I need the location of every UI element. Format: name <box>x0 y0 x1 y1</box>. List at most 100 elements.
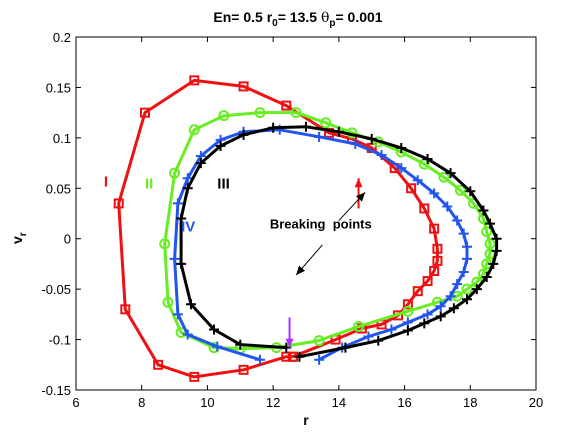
series-layer <box>113 75 502 382</box>
data-point <box>172 198 183 209</box>
data-point <box>422 154 433 165</box>
x-tick-label: 10 <box>200 395 214 410</box>
data-point <box>465 186 476 197</box>
data-point <box>176 213 187 224</box>
series-IV <box>169 124 472 365</box>
data-point <box>290 107 302 119</box>
data-point <box>314 131 325 142</box>
data-point <box>484 238 496 250</box>
data-point <box>481 272 492 283</box>
data-point <box>113 198 124 209</box>
data-point <box>301 121 311 132</box>
data-point <box>188 124 200 136</box>
data-point <box>478 205 489 216</box>
data-point <box>238 364 249 375</box>
data-point <box>386 324 397 335</box>
data-point <box>458 266 469 277</box>
y-tick-label: 0.2 <box>53 30 71 45</box>
data-point <box>442 201 453 212</box>
data-point <box>481 226 493 238</box>
data-point <box>402 325 413 336</box>
arrow-head <box>354 178 363 188</box>
data-point <box>238 129 249 140</box>
data-point <box>429 188 440 199</box>
data-point <box>182 329 193 340</box>
data-point <box>169 167 181 179</box>
series-II <box>159 107 496 355</box>
data-point <box>435 301 446 312</box>
data-point <box>186 299 196 310</box>
data-point <box>215 140 226 151</box>
data-point <box>350 138 361 149</box>
series-line <box>163 111 492 351</box>
curve-label-IV: IV <box>181 219 195 236</box>
y-tick-label: 0.1 <box>53 131 71 146</box>
series-III <box>176 121 502 362</box>
data-point <box>454 184 466 196</box>
data-point <box>412 175 423 186</box>
data-point <box>458 228 469 239</box>
data-point <box>218 110 230 122</box>
data-point <box>172 309 183 320</box>
arrow-head <box>285 338 294 348</box>
data-point <box>422 309 433 320</box>
y-tick-label: 0.05 <box>46 181 71 196</box>
data-point <box>422 276 433 287</box>
data-point <box>445 168 456 179</box>
plot-frame <box>75 36 537 391</box>
data-point <box>176 258 187 269</box>
data-point <box>182 183 193 194</box>
curve-label-III: III <box>217 175 230 192</box>
data-point <box>419 203 430 214</box>
data-point <box>485 218 495 229</box>
data-point <box>189 371 200 382</box>
data-point <box>429 223 440 234</box>
data-point <box>462 241 472 252</box>
data-point <box>235 339 246 350</box>
x-tick-label: 6 <box>72 395 79 410</box>
y-tick-label: 0.15 <box>46 80 71 95</box>
arrow-head <box>296 265 306 276</box>
data-point <box>491 233 502 244</box>
series-line <box>173 128 469 362</box>
data-point <box>140 107 150 118</box>
data-point <box>169 253 180 264</box>
data-point <box>162 296 174 308</box>
x-tick-label: 20 <box>529 395 543 410</box>
data-point <box>402 299 413 310</box>
data-point <box>320 117 332 129</box>
x-tick-label: 8 <box>138 395 145 410</box>
data-point <box>195 158 206 169</box>
data-point <box>488 258 499 269</box>
y-axis-label: vr <box>9 232 29 244</box>
data-point <box>429 265 440 276</box>
data-point <box>212 341 223 352</box>
data-point <box>294 351 305 362</box>
data-point <box>438 171 450 183</box>
data-point <box>432 243 443 254</box>
x-tick-label: 16 <box>397 395 411 410</box>
y-tick-label: -0.1 <box>49 333 71 348</box>
data-point <box>462 294 472 305</box>
data-point <box>159 238 171 250</box>
y-tick-label: -0.05 <box>41 282 71 297</box>
data-point <box>396 163 407 174</box>
data-point <box>238 81 249 92</box>
data-point <box>452 215 463 226</box>
data-point <box>120 304 131 315</box>
data-point <box>313 335 325 347</box>
curve-label-I: I <box>104 173 108 190</box>
data-point <box>333 126 344 137</box>
data-point <box>281 100 292 111</box>
data-point <box>471 284 482 295</box>
chart-title: En= 0.5 r0= 13.5 θp= 0.001 <box>213 9 382 29</box>
x-axis-label: r <box>303 412 309 428</box>
data-point <box>353 320 365 332</box>
data-point <box>445 291 456 302</box>
data-point <box>402 305 414 317</box>
data-point <box>153 359 164 370</box>
data-point <box>406 183 417 194</box>
axis-ticks: 6 8 10 12 14 16 18 20 -0.15 -0.1 -0.05 0 0.05 0.1 0.15… <box>41 30 543 410</box>
data-point <box>419 318 430 329</box>
